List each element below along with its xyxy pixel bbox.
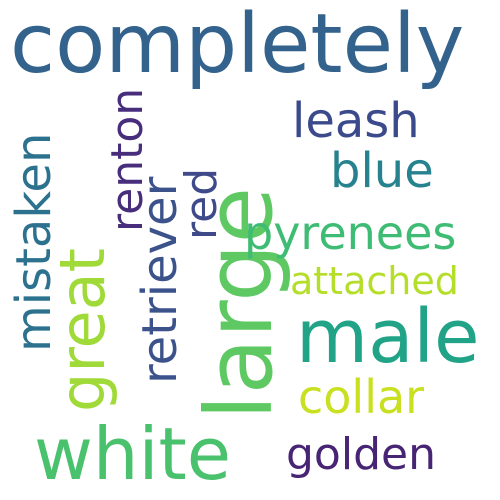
- word-attached: attached: [290, 259, 459, 303]
- word-collar: collar: [298, 370, 425, 424]
- word-pyrenees: pyrenees: [244, 206, 457, 260]
- word-completely: completely: [10, 0, 465, 92]
- word-leash: leash: [292, 93, 420, 149]
- word-blue: blue: [330, 143, 434, 199]
- word-red: red: [176, 167, 227, 240]
- word-mistaken: mistaken: [6, 132, 62, 352]
- word-golden: golden: [286, 429, 436, 480]
- word-male: male: [296, 294, 480, 380]
- word-renton: renton: [102, 87, 153, 232]
- word-white: white: [34, 412, 232, 496]
